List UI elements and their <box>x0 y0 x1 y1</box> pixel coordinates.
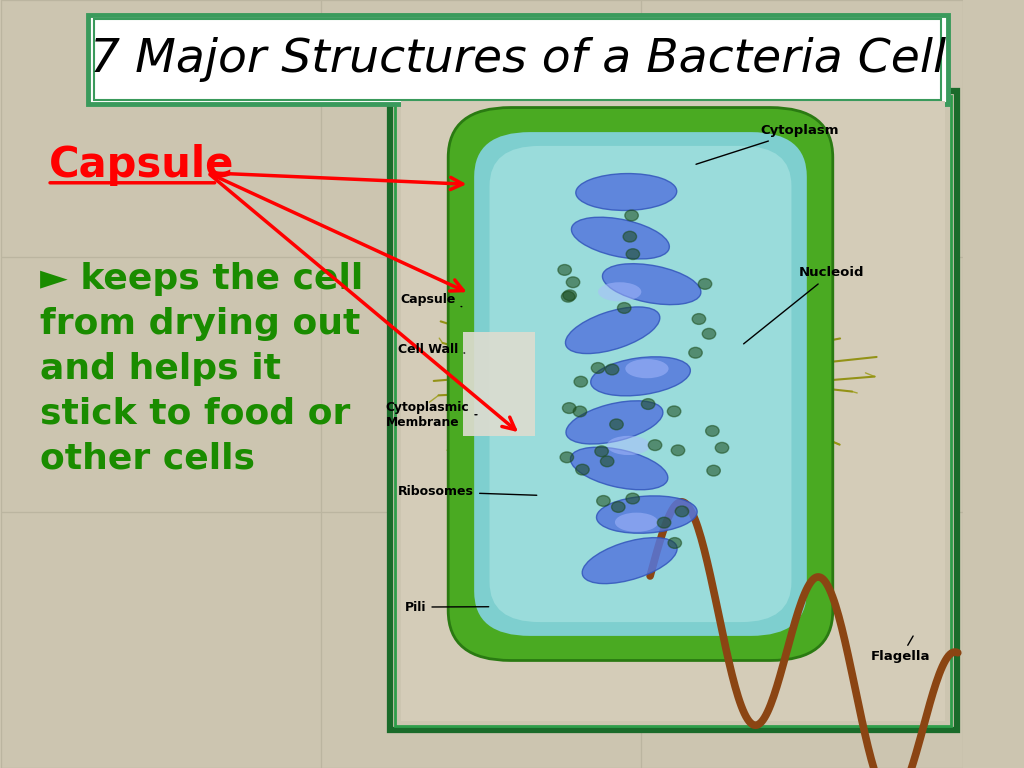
Ellipse shape <box>626 359 669 379</box>
Circle shape <box>574 376 588 387</box>
Circle shape <box>591 362 605 373</box>
Ellipse shape <box>598 282 641 302</box>
Text: Flagella: Flagella <box>871 636 931 664</box>
Circle shape <box>692 313 706 324</box>
Circle shape <box>597 495 610 506</box>
Circle shape <box>657 518 671 528</box>
FancyBboxPatch shape <box>463 332 535 436</box>
Circle shape <box>626 249 640 260</box>
FancyBboxPatch shape <box>401 101 945 721</box>
Circle shape <box>560 452 573 462</box>
Circle shape <box>715 442 729 453</box>
Ellipse shape <box>565 307 659 353</box>
Ellipse shape <box>571 217 670 259</box>
Circle shape <box>668 538 682 548</box>
Circle shape <box>563 290 577 300</box>
Circle shape <box>623 231 637 242</box>
Circle shape <box>702 329 716 339</box>
Circle shape <box>626 493 639 504</box>
Ellipse shape <box>575 174 677 210</box>
FancyBboxPatch shape <box>489 146 792 622</box>
Circle shape <box>558 264 571 275</box>
Circle shape <box>625 210 638 221</box>
Circle shape <box>672 445 685 455</box>
Circle shape <box>573 406 587 417</box>
FancyBboxPatch shape <box>94 19 941 100</box>
Ellipse shape <box>583 538 677 584</box>
FancyBboxPatch shape <box>474 132 807 636</box>
Ellipse shape <box>597 496 697 533</box>
Text: Pili: Pili <box>404 601 488 614</box>
Text: Ribosomes: Ribosomes <box>398 485 537 498</box>
Text: Capsule: Capsule <box>400 293 462 306</box>
Circle shape <box>575 464 589 475</box>
Circle shape <box>605 364 618 375</box>
Text: ► keeps the cell
from drying out
and helps it
stick to food or
other cells: ► keeps the cell from drying out and hel… <box>40 262 362 475</box>
Ellipse shape <box>607 435 650 455</box>
Circle shape <box>641 399 655 409</box>
FancyBboxPatch shape <box>449 108 833 660</box>
Circle shape <box>648 440 662 451</box>
Circle shape <box>561 291 574 302</box>
Circle shape <box>611 502 625 512</box>
Ellipse shape <box>602 263 700 305</box>
Circle shape <box>707 465 720 476</box>
Ellipse shape <box>566 401 663 444</box>
Circle shape <box>698 279 712 290</box>
Circle shape <box>562 402 575 413</box>
Circle shape <box>668 406 681 417</box>
Circle shape <box>706 425 719 436</box>
FancyBboxPatch shape <box>389 91 956 730</box>
Ellipse shape <box>591 357 690 396</box>
Circle shape <box>617 303 631 313</box>
Circle shape <box>689 347 702 358</box>
Text: Capsule: Capsule <box>49 144 234 186</box>
Circle shape <box>600 456 614 467</box>
Text: 7 Major Structures of a Bacteria Cell: 7 Major Structures of a Bacteria Cell <box>90 38 946 82</box>
Circle shape <box>675 506 689 517</box>
Text: Cytoplasm: Cytoplasm <box>696 124 840 164</box>
Text: Cell Wall: Cell Wall <box>398 343 465 356</box>
Ellipse shape <box>570 447 668 490</box>
Circle shape <box>609 419 624 430</box>
Text: Nucleoid: Nucleoid <box>743 266 864 344</box>
Circle shape <box>595 446 608 457</box>
FancyBboxPatch shape <box>395 96 951 726</box>
Ellipse shape <box>615 513 658 531</box>
FancyBboxPatch shape <box>88 15 948 104</box>
Text: Cytoplasmic
Membrane: Cytoplasmic Membrane <box>386 401 477 429</box>
Circle shape <box>566 277 580 288</box>
